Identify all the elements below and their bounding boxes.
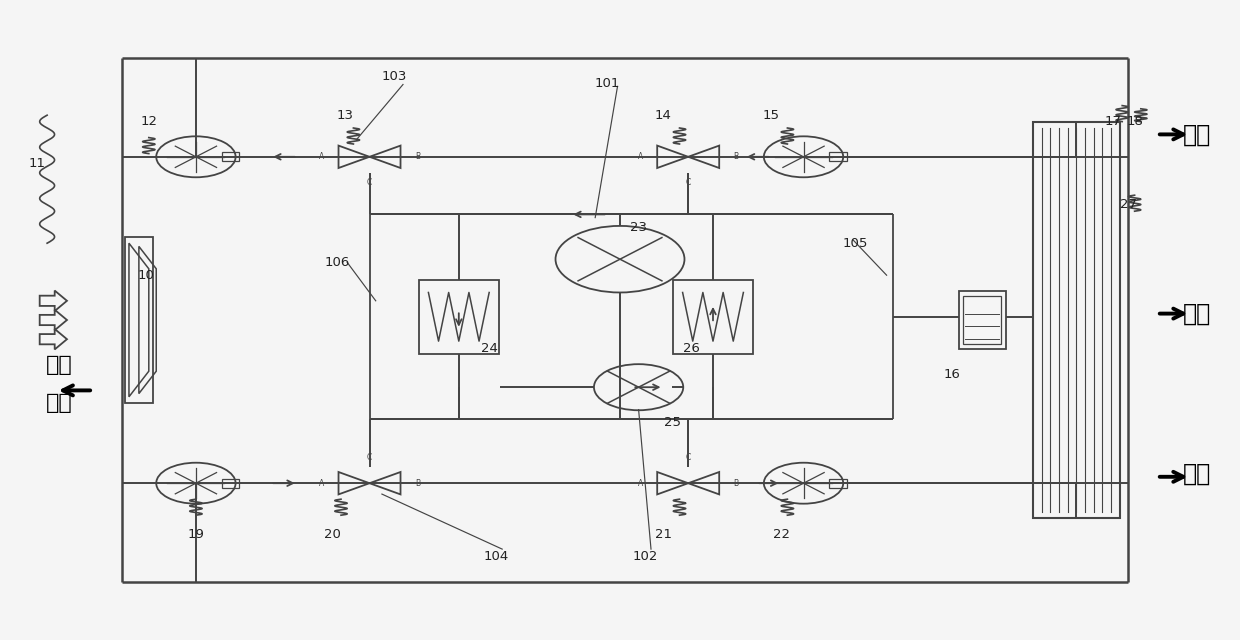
Text: 车辆: 车辆 [46,355,73,375]
Text: B: B [734,479,739,488]
Text: 26: 26 [683,342,701,355]
Text: A: A [319,152,324,161]
Text: 17: 17 [1105,115,1122,128]
Bar [222,479,239,488]
Text: B: B [415,152,420,161]
Text: 22: 22 [773,528,790,541]
Text: C: C [686,178,691,187]
Text: C: C [367,453,372,462]
Text: 13: 13 [336,109,353,122]
Text: A: A [319,479,324,488]
Text: 23: 23 [630,221,647,234]
Text: 19: 19 [187,528,205,541]
Text: B: B [415,479,420,488]
Text: 21: 21 [655,528,672,541]
Text: C: C [367,178,372,187]
Text: A: A [637,152,642,161]
Text: 25: 25 [663,416,681,429]
Bar [222,152,239,161]
Bar [830,152,847,161]
Text: 吹脚: 吹脚 [1183,461,1210,486]
Bar [1033,122,1120,518]
Text: 102: 102 [632,550,657,563]
Text: 11: 11 [29,157,46,170]
Text: 16: 16 [944,368,961,381]
Text: 105: 105 [843,237,868,250]
Text: 104: 104 [484,550,508,563]
Bar [419,280,498,353]
Text: 除霜: 除霜 [1183,122,1210,147]
Text: 前方: 前方 [46,393,73,413]
Text: A: A [637,479,642,488]
Bar [125,237,153,403]
Bar [672,280,753,353]
Text: 吹面: 吹面 [1183,301,1210,326]
Text: 24: 24 [481,342,498,355]
Text: 12: 12 [140,115,157,128]
Text: B: B [734,152,739,161]
Bar [830,479,847,488]
Text: 101: 101 [595,77,620,90]
Bar [963,296,1001,344]
Text: 20: 20 [324,528,341,541]
Text: 15: 15 [763,109,780,122]
Text: 106: 106 [325,256,350,269]
Text: 18: 18 [1126,115,1143,128]
Text: 14: 14 [655,109,672,122]
Text: C: C [686,453,691,462]
Text: 27: 27 [1120,198,1137,211]
Text: 103: 103 [382,70,407,83]
Text: 10: 10 [138,269,155,282]
Bar [959,291,1006,349]
